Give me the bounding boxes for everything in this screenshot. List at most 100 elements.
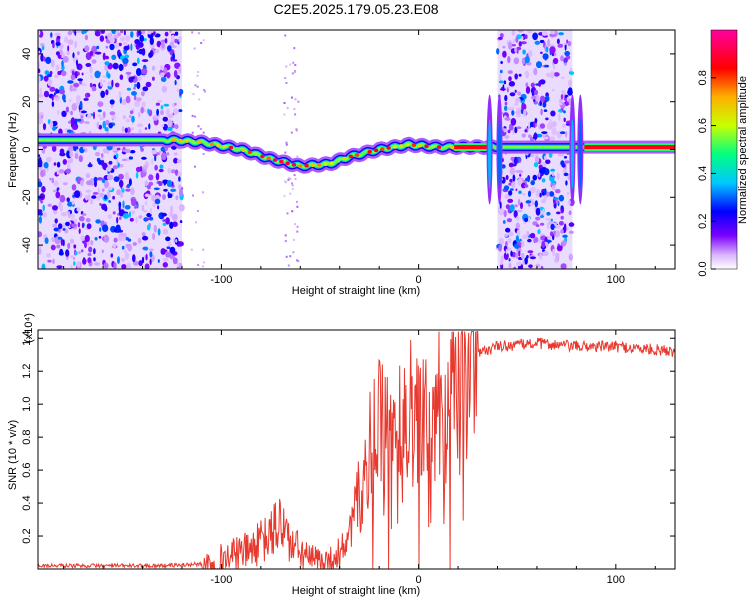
noise-speck	[141, 256, 145, 264]
noise-speck	[144, 127, 148, 130]
noise-speck	[152, 202, 156, 208]
noise-speck	[516, 229, 521, 237]
noise-speck	[122, 213, 130, 219]
noise-speck	[161, 152, 167, 161]
noise-speck	[131, 91, 137, 96]
noise-speck	[52, 258, 55, 264]
noise-speck	[71, 184, 77, 191]
faint-speck	[290, 131, 293, 134]
noise-speck	[564, 160, 570, 164]
noise-speck	[169, 211, 173, 218]
noise-speck	[148, 174, 154, 181]
noise-speck	[38, 154, 41, 158]
noise-speck	[514, 48, 517, 53]
noise-speck	[49, 86, 56, 92]
noise-speck	[151, 65, 156, 71]
noise-speck	[559, 98, 563, 103]
noise-speck	[532, 32, 538, 41]
noise-speck	[176, 159, 182, 164]
noise-speck	[560, 229, 564, 234]
noise-speck	[118, 201, 122, 209]
noise-speck	[567, 88, 573, 96]
ridge-blob	[310, 163, 316, 167]
noise-speck	[61, 70, 67, 77]
noise-speck	[94, 31, 101, 37]
noise-speck	[111, 54, 117, 60]
noise-speck	[132, 62, 138, 67]
spectrogram-heatmap	[38, 30, 675, 269]
edge-core-2	[570, 119, 575, 190]
noise-speck	[136, 68, 142, 76]
noise-speck	[171, 124, 175, 128]
noise-speck	[537, 229, 541, 235]
noise-speck	[70, 117, 76, 125]
snr-panel: -100 0 100 0.2 0.4 0.6 0.8 1.0 1.2 1.4 Height of…	[7, 313, 676, 597]
noise-speck	[552, 120, 557, 128]
ridge-blob	[190, 139, 196, 144]
noise-speck	[163, 257, 169, 262]
noise-speck	[65, 168, 71, 174]
noise-speck	[139, 166, 143, 172]
noise-speck	[39, 193, 45, 201]
noise-speck	[67, 159, 73, 164]
noise-speck	[127, 238, 132, 242]
noise-speck	[516, 47, 519, 54]
noise-speck	[130, 43, 133, 51]
ridge-blob	[298, 164, 303, 168]
noise-speck	[523, 109, 527, 117]
noise-speck	[515, 252, 519, 259]
noise-speck	[130, 31, 134, 38]
noise-speck	[167, 193, 173, 199]
noise-speck	[104, 184, 108, 189]
noise-speck	[102, 79, 106, 83]
faint-speck	[293, 174, 296, 177]
ridge-blob	[424, 144, 429, 148]
faint-speck	[201, 265, 204, 268]
noise-speck	[55, 89, 60, 94]
noise-speck	[89, 198, 93, 205]
noise-speck	[546, 211, 551, 216]
noise-speck	[170, 34, 175, 43]
noise-speck	[106, 191, 111, 196]
noise-speck	[496, 48, 500, 55]
noise-speck	[120, 257, 126, 262]
noise-speck	[58, 169, 65, 174]
noise-speck	[49, 120, 54, 129]
noise-speck	[53, 180, 59, 187]
noise-speck	[79, 100, 83, 109]
noise-speck	[553, 72, 560, 77]
noise-speck	[67, 201, 73, 207]
noise-speck	[81, 222, 85, 229]
noise-speck	[98, 124, 103, 130]
noise-speck	[171, 45, 177, 49]
noise-speck	[134, 39, 140, 45]
noise-speck	[68, 146, 74, 152]
spectrogram-y-axis-label: Frequency (Hz)	[7, 112, 19, 188]
noise-speck	[521, 36, 524, 40]
faint-speck	[293, 108, 296, 110]
noise-speck	[62, 94, 66, 101]
noise-speck	[133, 86, 136, 90]
noise-speck	[547, 38, 551, 47]
faint-speck	[196, 74, 199, 77]
noise-speck	[117, 32, 121, 37]
noise-speck	[149, 251, 153, 258]
noise-speck	[97, 101, 104, 107]
ridge-blob	[272, 158, 278, 162]
noise-speck	[528, 264, 533, 268]
noise-speck	[543, 109, 548, 112]
noise-speck	[178, 176, 181, 182]
faint-speck	[295, 128, 298, 131]
faint-speck	[296, 129, 298, 132]
noise-speck	[173, 152, 178, 156]
noise-speck	[167, 118, 173, 127]
noise-speck	[97, 109, 102, 113]
noise-speck	[560, 90, 566, 93]
y-tick-label: 0.8	[21, 429, 33, 444]
noise-speck	[84, 234, 90, 243]
noise-speck	[38, 216, 43, 224]
ridge-blob	[184, 139, 189, 143]
noise-speck	[85, 194, 89, 201]
noise-speck	[50, 32, 53, 38]
noise-speck	[531, 95, 537, 100]
